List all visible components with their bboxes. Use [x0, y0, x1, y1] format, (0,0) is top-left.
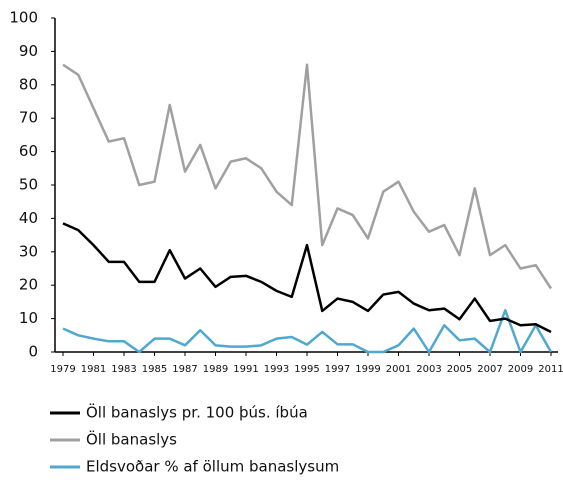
x-tick-label: 1979 — [50, 364, 75, 375]
y-tick-label: 80 — [19, 75, 38, 93]
x-tick-label: 1985 — [142, 364, 167, 375]
x-tick-label: 1993 — [264, 364, 289, 375]
x-tick-label: 1995 — [294, 364, 319, 375]
y-tick-label: 0 — [28, 343, 38, 361]
legend-label: Eldsvoðar % af öllum banaslysum — [86, 458, 339, 476]
x-tick-label: 2009 — [508, 364, 533, 375]
x-tick-label: 1997 — [325, 364, 350, 375]
x-tick-label: 2007 — [477, 364, 502, 375]
y-tick-label: 50 — [19, 176, 38, 194]
x-tick-label: 1987 — [172, 364, 197, 375]
legend-label: Öll banaslys pr. 100 þús. íbúa — [86, 403, 308, 422]
y-tick-label: 40 — [19, 209, 38, 227]
y-tick-label: 70 — [19, 109, 38, 127]
y-tick-label: 90 — [19, 42, 38, 60]
y-tick-label: 60 — [19, 142, 38, 160]
y-tick-label: 30 — [19, 242, 38, 260]
series-line — [62, 63, 553, 290]
x-tick-label: 1989 — [203, 364, 228, 375]
x-tick-label: 1983 — [111, 364, 136, 375]
x-tick-label: 2005 — [447, 364, 472, 375]
y-tick-label: 10 — [19, 309, 38, 327]
legend-label: Öll banaslys — [86, 430, 177, 449]
x-tick-label: 2001 — [386, 364, 411, 375]
x-tick-label: 1981 — [81, 364, 106, 375]
series-line — [62, 222, 552, 334]
y-tick-label: 20 — [19, 276, 38, 294]
x-tick-label: 2011 — [538, 364, 563, 375]
x-tick-label: 1999 — [355, 364, 380, 375]
y-tick-label: 100 — [9, 9, 38, 27]
x-tick-label: 2003 — [416, 364, 441, 375]
x-tick-label: 1991 — [233, 364, 258, 375]
series-line — [62, 309, 553, 354]
